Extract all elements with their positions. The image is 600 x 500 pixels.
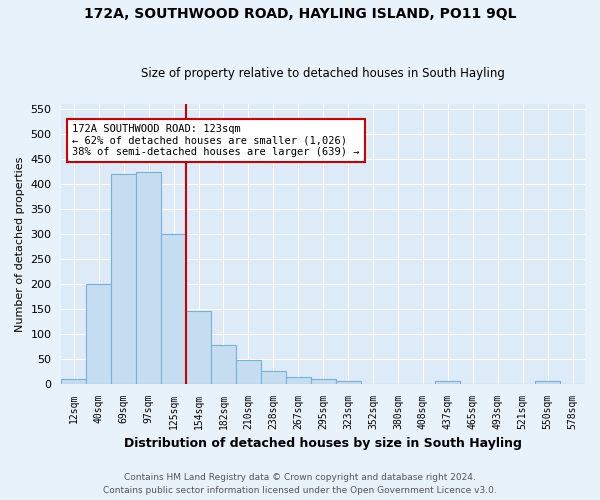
Bar	[161, 234, 186, 384]
Bar	[211, 345, 236, 384]
Text: Contains HM Land Registry data © Crown copyright and database right 2024.
Contai: Contains HM Land Registry data © Crown c…	[103, 474, 497, 495]
X-axis label: Distribution of detached houses by size in South Hayling: Distribution of detached houses by size …	[124, 437, 522, 450]
Bar	[186, 312, 211, 384]
Bar	[61, 378, 86, 384]
Bar	[286, 377, 311, 384]
Text: 172A SOUTHWOOD ROAD: 123sqm
← 62% of detached houses are smaller (1,026)
38% of : 172A SOUTHWOOD ROAD: 123sqm ← 62% of det…	[72, 124, 359, 157]
Title: Size of property relative to detached houses in South Hayling: Size of property relative to detached ho…	[141, 66, 505, 80]
Bar	[311, 379, 335, 384]
Bar	[136, 172, 161, 384]
Bar	[86, 284, 111, 384]
Text: 172A, SOUTHWOOD ROAD, HAYLING ISLAND, PO11 9QL: 172A, SOUTHWOOD ROAD, HAYLING ISLAND, PO…	[84, 8, 516, 22]
Bar	[535, 381, 560, 384]
Bar	[436, 381, 460, 384]
Bar	[236, 360, 261, 384]
Bar	[335, 380, 361, 384]
Bar	[261, 371, 286, 384]
Y-axis label: Number of detached properties: Number of detached properties	[15, 156, 25, 332]
Bar	[111, 174, 136, 384]
